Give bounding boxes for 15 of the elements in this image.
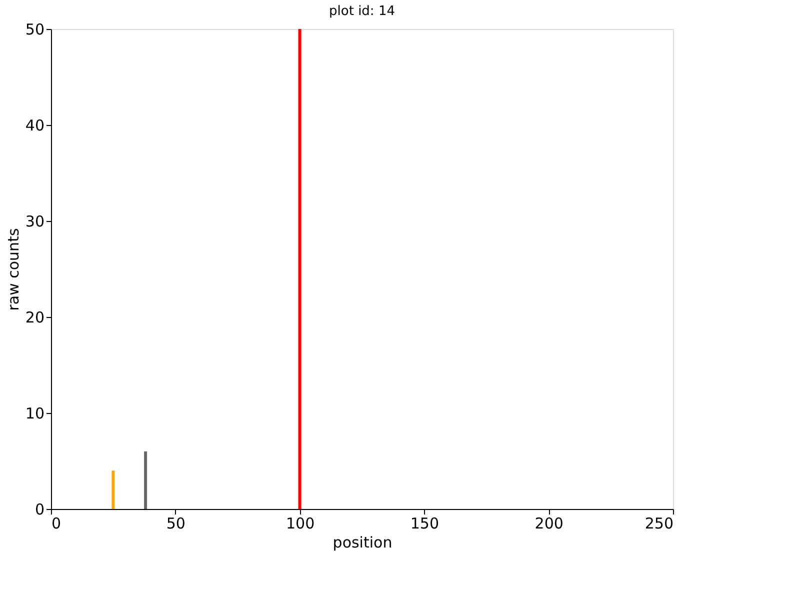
- y-tick-label: 0: [34, 500, 44, 518]
- x-axis-title: position: [332, 534, 392, 552]
- y-tick-label: 30: [25, 212, 44, 230]
- x-tick-label: 50: [166, 514, 186, 532]
- y-tick-label: 50: [25, 20, 44, 38]
- chart-title: plot id: 14: [329, 4, 395, 19]
- x-tick-label: 150: [410, 514, 440, 532]
- y-tick-label: 10: [25, 404, 44, 422]
- x-tick-label: 0: [52, 514, 62, 532]
- y-tick-label: 20: [25, 308, 44, 326]
- x-tick-label: 250: [644, 514, 674, 532]
- x-tick-label: 100: [286, 514, 315, 532]
- y-axis-title: raw counts: [4, 228, 22, 311]
- y-tick-label: 40: [25, 116, 44, 134]
- x-tick-label: 200: [534, 514, 564, 532]
